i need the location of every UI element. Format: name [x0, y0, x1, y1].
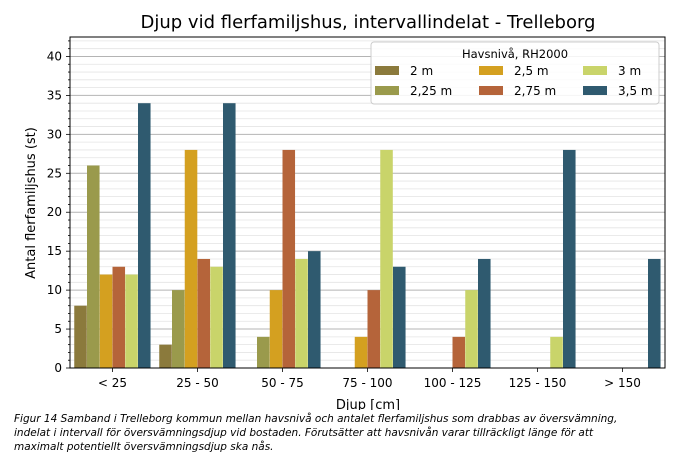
x-tick-label: 100 - 125 — [424, 376, 482, 390]
bar — [99, 274, 113, 368]
legend-swatch — [583, 86, 607, 95]
y-tick-label: 25 — [47, 166, 62, 180]
legend-swatch — [479, 66, 503, 75]
bar — [393, 266, 406, 368]
bar — [125, 274, 138, 368]
legend-label: 2,25 m — [410, 84, 452, 98]
legend-swatch — [375, 86, 399, 95]
y-tick-label: 5 — [54, 322, 62, 336]
caption-line: Figur 14 Samband i Trelleborg kommun mel… — [14, 413, 618, 425]
chart-title: Djup vid flerfamiljshus, intervallindela… — [141, 12, 596, 33]
legend-label: 2,75 m — [514, 84, 556, 98]
x-tick-label: 50 - 75 — [261, 376, 304, 390]
y-tick-label: 40 — [47, 49, 62, 63]
axes: 0 5 10 15 20 25 30 35 40 < 25 25 - 50 50 - 75 75 - 1… — [47, 36, 666, 390]
bar — [295, 258, 308, 368]
x-tick-label: < 25 — [98, 376, 127, 390]
bar — [87, 165, 100, 368]
bar — [257, 336, 270, 368]
legend-label: 3 m — [618, 64, 641, 78]
legend-label: 2 m — [410, 64, 433, 78]
bar — [367, 290, 381, 368]
bar — [465, 290, 478, 368]
bar — [74, 305, 87, 368]
legend-label: 3,5 m — [618, 84, 653, 98]
bar — [269, 290, 283, 368]
caption-line: indelat i intervall för översvämningsdju… — [14, 427, 594, 439]
bar — [550, 336, 563, 368]
figure-caption: Figur 14 Samband i Trelleborg kommun mel… — [14, 412, 690, 454]
legend-swatch — [479, 86, 503, 95]
bar — [112, 266, 126, 368]
caption-line: maximalt potentiellt översvämningsdjup s… — [14, 441, 274, 453]
x-axis-label: Djup [cm] — [336, 398, 400, 410]
bar — [478, 258, 491, 368]
x-tick-label: > 150 — [604, 376, 641, 390]
bar — [354, 336, 368, 368]
legend-swatch — [583, 66, 607, 75]
y-tick-label: 20 — [47, 205, 62, 219]
legend-label: 2,5 m — [514, 64, 549, 78]
bar — [563, 149, 576, 368]
y-axis-label: Antal flerfamiljshus (st) — [24, 127, 39, 279]
bar — [308, 251, 321, 368]
y-tick-label: 35 — [47, 88, 62, 102]
bar-chart: Djup vid flerfamiljshus, intervallindela… — [24, 12, 666, 410]
legend-title: Havsnivå, RH2000 — [462, 47, 568, 61]
bar — [210, 266, 223, 368]
y-tick-label: 10 — [47, 283, 62, 297]
x-tick-label: 125 - 150 — [509, 376, 567, 390]
legend-swatch — [375, 66, 399, 75]
bar — [648, 258, 661, 368]
bar — [138, 103, 151, 368]
x-tick-label: 25 - 50 — [176, 376, 219, 390]
bar — [197, 258, 211, 368]
x-tick-label: 75 - 100 — [342, 376, 392, 390]
bar — [223, 103, 236, 368]
bar — [172, 290, 185, 368]
legend: Havsnivå, RH2000 2 m 2,25 m 2,5 m 2,75 m 3 m… — [370, 41, 660, 105]
y-tick-label: 0 — [54, 361, 62, 375]
bar — [159, 344, 172, 368]
bars — [74, 103, 661, 368]
bar — [282, 149, 296, 368]
bar — [184, 149, 198, 368]
y-tick-label: 15 — [47, 244, 62, 258]
bar — [380, 149, 393, 368]
bar — [452, 336, 466, 368]
y-tick-label: 30 — [47, 127, 62, 141]
